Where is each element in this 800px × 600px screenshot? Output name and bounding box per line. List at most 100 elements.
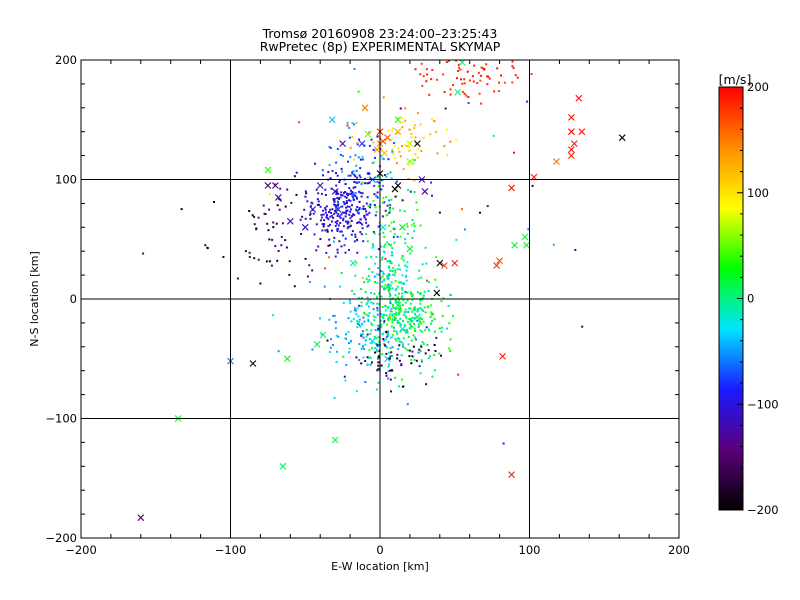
data-point-dot	[348, 205, 351, 208]
data-point-cross	[249, 360, 257, 367]
data-point-dot	[395, 313, 398, 316]
data-point-dot	[335, 191, 338, 194]
data-point-dot	[419, 372, 422, 375]
data-point-dot	[468, 79, 471, 82]
data-point-dot	[367, 275, 370, 277]
data-point-dot	[351, 122, 354, 125]
data-point-dot	[366, 296, 369, 299]
data-point-dot	[377, 364, 380, 367]
data-point-dot	[375, 256, 378, 259]
data-point-dot	[411, 236, 414, 239]
data-point-dot	[498, 81, 501, 84]
chart-title: Tromsø 20160908 23:24:00–23:25:43	[262, 26, 498, 41]
data-point-dot	[391, 313, 394, 316]
data-point-dot	[358, 343, 361, 346]
data-point-cross	[406, 245, 414, 253]
data-point-dot	[330, 220, 333, 223]
data-point-dot	[389, 261, 392, 264]
data-point-dot	[410, 224, 413, 227]
data-point-dot	[391, 315, 394, 318]
data-point-dot	[317, 192, 320, 195]
data-point-dot	[389, 298, 392, 301]
data-point-dot	[393, 313, 396, 316]
data-point-dot	[387, 289, 390, 292]
data-point-dot	[433, 344, 436, 346]
data-point-dot	[431, 320, 434, 322]
data-point-dot	[361, 158, 364, 161]
data-point-dot	[427, 357, 430, 360]
data-point-cross	[271, 182, 279, 189]
data-point-dot	[345, 209, 348, 212]
data-point-cross	[523, 241, 530, 249]
data-point-dot	[431, 69, 434, 71]
data-point-dot	[514, 74, 517, 77]
colorbar-label: [m/s]	[719, 72, 752, 87]
data-point-dot	[335, 193, 338, 196]
data-point-dot	[417, 351, 420, 354]
data-point-dot	[449, 140, 452, 143]
data-point-dot	[417, 319, 420, 322]
data-point-dot	[334, 221, 337, 224]
data-point-dot	[378, 367, 381, 370]
data-point-dot	[374, 316, 377, 319]
data-point-dot	[385, 196, 388, 199]
data-point-dot	[352, 198, 355, 201]
x-tick-label: −200	[65, 543, 97, 557]
data-point-dot	[406, 225, 409, 228]
data-point-cross	[413, 313, 421, 321]
data-point-dot	[394, 157, 397, 160]
data-point-dot	[342, 301, 345, 304]
data-point-dot	[348, 213, 351, 216]
data-point-dot	[329, 147, 332, 149]
data-point-cross	[575, 94, 583, 102]
data-point-dot	[387, 203, 390, 206]
data-point-dot	[461, 208, 463, 211]
data-point-dot	[420, 308, 423, 311]
data-point-dot	[373, 292, 376, 295]
data-point-dot	[399, 317, 402, 320]
data-point-dot	[389, 316, 392, 319]
data-point-dot	[456, 77, 458, 80]
data-point-dot	[404, 291, 407, 293]
data-point-dot	[385, 314, 388, 317]
data-point-dot	[383, 286, 386, 289]
data-point-dot	[404, 301, 407, 304]
data-point-dot	[365, 202, 368, 205]
data-point-dot	[368, 211, 371, 214]
data-point-dot	[410, 362, 413, 365]
data-point-cross	[578, 128, 586, 136]
data-point-dot	[381, 333, 384, 336]
data-point-dot	[364, 381, 367, 383]
data-point-dot	[371, 323, 374, 326]
data-point-dot	[411, 355, 414, 358]
data-point-dot	[397, 147, 400, 150]
data-point-cross	[511, 241, 518, 249]
data-point-dot	[381, 201, 384, 204]
data-point-dot	[405, 279, 408, 282]
data-point-dot	[373, 161, 375, 164]
data-point-dot	[373, 204, 376, 206]
data-point-dot	[319, 219, 322, 222]
data-point-dot	[411, 325, 414, 328]
data-point-dot	[365, 277, 368, 280]
data-point-dot	[397, 313, 400, 316]
data-point-dot	[363, 311, 366, 314]
data-point-cross	[264, 182, 272, 189]
data-point-dot	[376, 343, 379, 346]
data-point-dot	[344, 195, 347, 198]
data-point-dot	[353, 193, 356, 196]
data-point-dot	[455, 238, 458, 241]
data-point-dot	[336, 251, 339, 254]
data-point-dot	[434, 278, 437, 281]
data-point-dot	[418, 325, 420, 328]
data-point-dot	[344, 191, 347, 193]
data-point-dot	[360, 347, 363, 350]
data-point-dot	[426, 279, 428, 282]
data-point-dot	[376, 302, 379, 305]
data-point-dot	[374, 281, 376, 283]
data-point-dot	[329, 223, 331, 226]
data-point-dot	[305, 192, 308, 195]
data-point-dot	[380, 270, 382, 272]
data-point-dot	[340, 245, 343, 248]
